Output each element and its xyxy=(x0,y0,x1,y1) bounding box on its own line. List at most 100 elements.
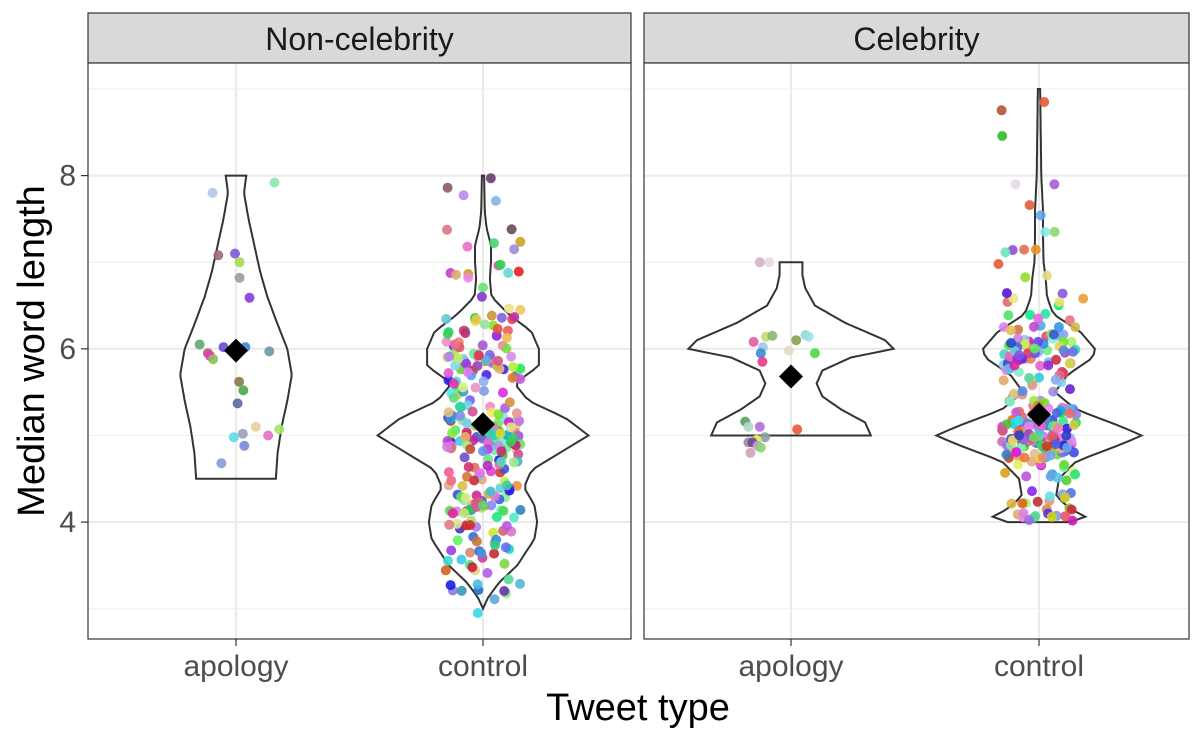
data-point xyxy=(493,355,504,366)
data-point xyxy=(478,282,488,293)
data-point xyxy=(471,314,482,325)
data-point xyxy=(1051,408,1062,418)
data-point xyxy=(743,421,754,432)
plot-background xyxy=(88,63,631,639)
data-point xyxy=(263,430,274,441)
data-point xyxy=(509,244,520,255)
y-tick-label: 4 xyxy=(59,506,76,539)
data-point xyxy=(469,475,480,486)
data-point xyxy=(269,177,280,188)
data-point xyxy=(1064,358,1075,369)
data-point xyxy=(767,330,778,341)
data-point xyxy=(460,431,471,442)
data-point xyxy=(1045,450,1056,461)
data-point xyxy=(486,500,497,511)
y-tick-label: 8 xyxy=(59,160,76,193)
data-point xyxy=(443,368,454,379)
data-point xyxy=(1033,313,1044,324)
data-point xyxy=(461,418,472,429)
data-point xyxy=(478,500,488,511)
data-point xyxy=(514,415,525,426)
data-point xyxy=(448,392,459,403)
data-point xyxy=(754,421,765,432)
data-point xyxy=(465,547,476,558)
mean-markers xyxy=(224,338,495,437)
data-point xyxy=(1009,360,1020,371)
data-point xyxy=(456,585,467,596)
data-point xyxy=(1050,374,1061,385)
data-point xyxy=(507,372,518,383)
data-point xyxy=(1050,439,1061,450)
data-point xyxy=(496,446,507,457)
data-point xyxy=(444,351,455,362)
data-point xyxy=(1029,432,1039,443)
data-point xyxy=(997,425,1008,436)
data-point xyxy=(1014,430,1025,441)
data-point xyxy=(442,555,453,566)
data-point xyxy=(1011,447,1022,458)
data-point xyxy=(1049,226,1060,237)
data-point xyxy=(1064,408,1075,419)
data-point xyxy=(234,272,245,283)
data-point xyxy=(444,519,455,530)
data-point xyxy=(467,406,478,417)
data-point xyxy=(1027,486,1037,497)
data-point xyxy=(454,401,465,412)
data-point xyxy=(485,486,496,497)
data-point xyxy=(515,304,526,315)
data-point xyxy=(1066,336,1077,347)
violins xyxy=(179,174,591,612)
data-point xyxy=(1039,97,1050,107)
data-point xyxy=(1064,315,1075,326)
mean-marker-apology xyxy=(779,364,803,389)
data-point xyxy=(506,224,517,235)
data-point xyxy=(467,562,478,573)
data-point xyxy=(485,173,496,184)
data-point xyxy=(993,259,1004,269)
data-point xyxy=(463,462,474,472)
data-point xyxy=(1035,210,1046,221)
data-point xyxy=(237,428,248,439)
violin-apology xyxy=(686,261,896,437)
panel-non-celebrity: Non-celebrity xyxy=(87,12,632,640)
data-point xyxy=(476,548,487,559)
data-point xyxy=(493,409,504,420)
data-point xyxy=(1024,372,1035,383)
data-point xyxy=(238,385,249,396)
mean-marker-control xyxy=(1027,402,1051,427)
data-point xyxy=(1048,386,1059,397)
data-point xyxy=(208,354,219,365)
data-point xyxy=(783,345,794,356)
x-axis: apology control apology control xyxy=(183,639,1084,683)
data-point xyxy=(1046,511,1057,522)
data-point xyxy=(505,422,516,433)
data-point xyxy=(475,468,486,479)
plot-border xyxy=(643,62,1190,640)
data-point xyxy=(1014,350,1025,361)
data-point xyxy=(1068,346,1078,357)
data-point xyxy=(1040,226,1051,237)
data-point xyxy=(1021,471,1032,482)
data-point xyxy=(1009,388,1019,399)
data-point xyxy=(1061,475,1072,486)
data-point xyxy=(499,558,510,569)
mean-marker-apology xyxy=(224,338,248,363)
data-point xyxy=(1026,456,1037,467)
data-point xyxy=(501,343,512,354)
data-point xyxy=(479,319,490,330)
data-point xyxy=(489,594,500,605)
data-point xyxy=(496,312,507,323)
data-point xyxy=(1006,498,1017,509)
data-point xyxy=(1032,496,1043,507)
data-point xyxy=(482,568,493,578)
data-point xyxy=(449,339,460,350)
data-point xyxy=(1059,459,1070,470)
data-point xyxy=(998,375,1009,386)
data-point xyxy=(1041,441,1052,452)
strip-title-non-celebrity: Non-celebrity xyxy=(265,21,454,57)
strip-background xyxy=(87,12,632,64)
data-point xyxy=(476,291,487,302)
x-tick-label: control xyxy=(994,650,1084,683)
data-point xyxy=(1078,293,1089,304)
